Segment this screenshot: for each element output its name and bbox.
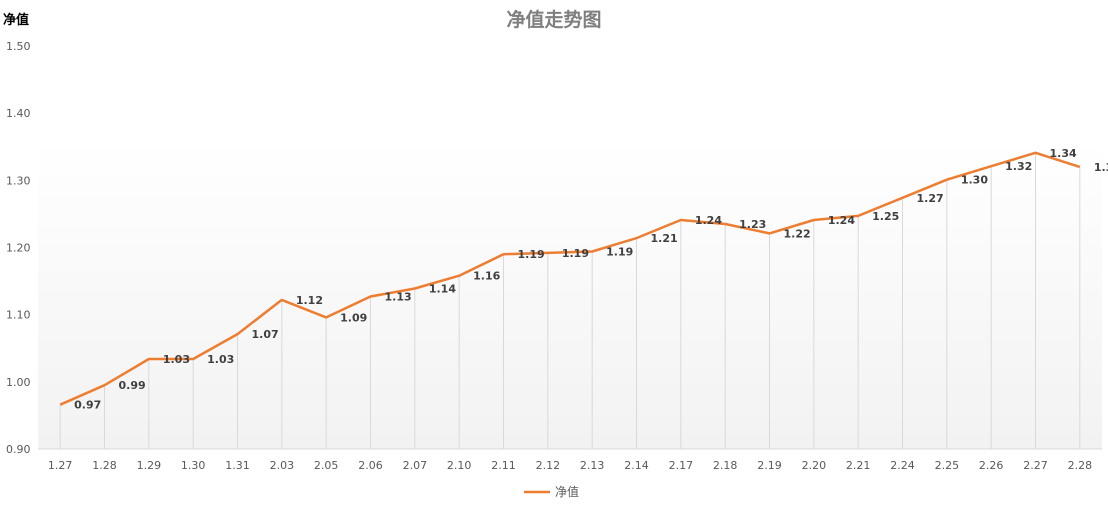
x-tick-label: 2.12 (536, 459, 561, 472)
y-tick-label: 1.00 (6, 376, 31, 389)
data-label: 1.07 (252, 328, 279, 341)
data-label: 1.12 (296, 294, 323, 307)
data-label: 0.97 (74, 399, 101, 412)
data-label: 0.99 (119, 379, 146, 392)
data-label: 1.13 (385, 291, 412, 304)
x-tick-label: 1.30 (181, 459, 206, 472)
data-label: 1.32 (1005, 160, 1032, 173)
plot-background (38, 140, 1102, 449)
y-axis-label: 净值 (3, 12, 29, 28)
data-label: 1.22 (784, 227, 811, 240)
x-tick-label: 2.13 (580, 459, 605, 472)
data-label: 1.21 (651, 232, 678, 245)
x-tick-label: 2.17 (669, 459, 694, 472)
drop-lines (59, 152, 1081, 449)
y-axis-ticks: 0.90 1.00 1.10 1.20 1.30 1.40 1.50 (6, 40, 31, 456)
y-tick-label: 1.20 (6, 242, 31, 255)
x-tick-label: 1.31 (225, 459, 250, 472)
x-tick-label: 1.28 (92, 459, 117, 472)
legend: 净值 (524, 484, 579, 499)
data-label: 1.32 (1094, 161, 1108, 174)
x-tick-label: 2.05 (314, 459, 339, 472)
x-tick-label: 2.26 (979, 459, 1004, 472)
x-tick-label: 2.24 (890, 459, 915, 472)
data-label: 1.19 (562, 247, 589, 260)
x-tick-label: 2.19 (757, 459, 782, 472)
x-tick-label: 2.21 (846, 459, 871, 472)
legend-label: 净值 (555, 484, 579, 499)
x-axis-ticks: 1.27 1.28 1.29 1.30 1.31 2.03 2.05 2.06 2.07 2.10… (48, 459, 1092, 472)
data-label: 1.16 (473, 270, 500, 283)
data-label: 1.03 (163, 353, 190, 366)
x-tick-label: 2.25 (935, 459, 960, 472)
data-labels: 0.97 0.99 1.03 1.03 1.07 1.12 1.09 1.13 1.14 1.16… (74, 147, 1108, 412)
data-label: 1.14 (429, 282, 456, 295)
x-tick-label: 2.10 (447, 459, 472, 472)
data-label: 1.19 (606, 246, 633, 259)
data-label: 1.03 (207, 353, 234, 366)
data-label: 1.24 (828, 214, 855, 227)
x-tick-label: 1.29 (137, 459, 162, 472)
x-tick-label: 2.06 (358, 459, 383, 472)
x-tick-label: 2.28 (1068, 459, 1093, 472)
x-tick-label: 2.14 (624, 459, 649, 472)
y-tick-label: 1.50 (6, 40, 31, 53)
x-tick-label: 2.03 (270, 459, 295, 472)
data-label: 1.19 (518, 248, 545, 261)
data-label: 1.30 (961, 174, 988, 187)
data-label: 1.23 (739, 218, 766, 231)
series-group (59, 151, 1081, 406)
x-tick-label: 2.20 (802, 459, 827, 472)
x-tick-label: 2.07 (403, 459, 428, 472)
y-tick-label: 1.10 (6, 309, 31, 322)
data-label: 1.25 (872, 210, 899, 223)
chart-title: 净值走势图 (506, 8, 601, 31)
y-tick-label: 1.30 (6, 174, 31, 187)
x-tick-label: 1.27 (48, 459, 73, 472)
y-tick-label: 1.40 (6, 107, 31, 120)
data-label: 1.24 (695, 214, 722, 227)
data-label: 1.34 (1050, 147, 1077, 160)
x-tick-label: 2.11 (491, 459, 516, 472)
y-tick-label: 0.90 (6, 443, 31, 456)
x-tick-label: 2.18 (713, 459, 738, 472)
data-label: 1.09 (340, 311, 367, 324)
data-label: 1.27 (917, 192, 944, 205)
x-tick-label: 2.27 (1023, 459, 1048, 472)
series-line (59, 151, 1081, 406)
